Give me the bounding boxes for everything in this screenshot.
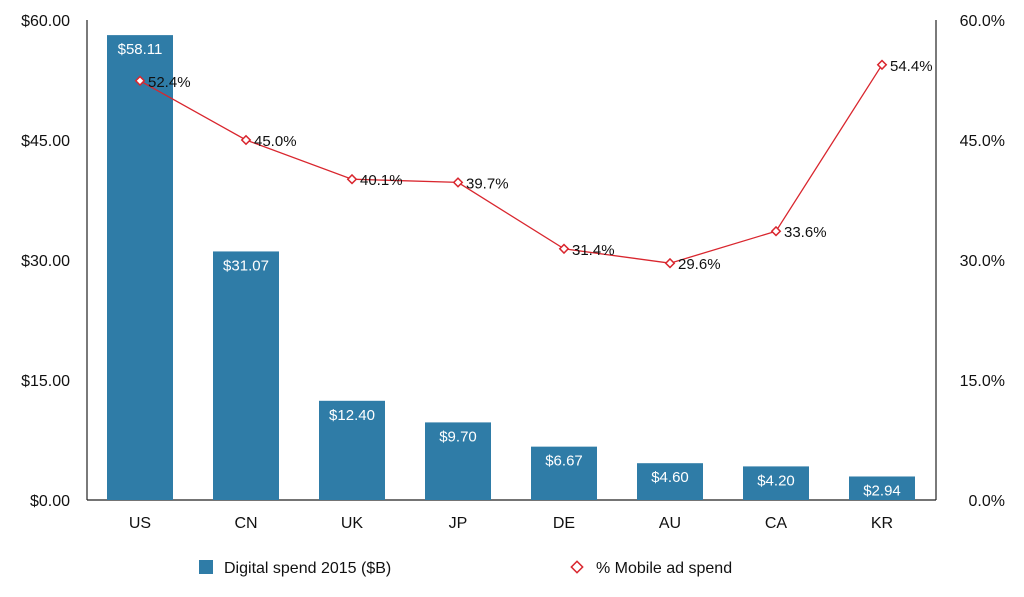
bar [213, 251, 279, 500]
x-tick-label: UK [341, 515, 364, 532]
x-tick-label: KR [871, 515, 893, 532]
line-point-marker [240, 134, 252, 146]
legend-line-marker [570, 560, 584, 574]
line-point-marker [452, 177, 464, 188]
bar [637, 463, 703, 500]
line-point-marker [770, 225, 782, 237]
left-tick-label: $15.00 [21, 373, 70, 390]
bar-value-label: $4.60 [651, 469, 689, 486]
line-point-marker [876, 59, 888, 71]
line-value-label: 29.6% [678, 256, 721, 273]
bar-value-label: $9.70 [439, 428, 477, 445]
line-value-label: 52.4% [148, 74, 191, 91]
x-tick-label: DE [553, 515, 575, 532]
legend-bar-label: Digital spend 2015 ($B) [224, 560, 391, 577]
left-tick-label: $0.00 [30, 493, 70, 510]
line-value-label: 40.1% [360, 172, 403, 189]
line-value-label: 45.0% [254, 133, 297, 150]
line-value-label: 39.7% [466, 175, 509, 192]
bar [425, 422, 491, 500]
bar-value-label: $4.20 [757, 472, 795, 489]
line-value-label: 31.4% [572, 242, 615, 259]
x-tick-label: JP [449, 515, 468, 532]
bar [849, 476, 915, 500]
left-tick-label: $30.00 [21, 253, 70, 270]
bar-value-label: $12.40 [329, 407, 375, 424]
legend-line-label: % Mobile ad spend [596, 560, 732, 577]
bar-value-label: $58.11 [118, 41, 163, 58]
line-point-marker [346, 173, 358, 185]
x-tick-label: CA [765, 515, 788, 532]
left-tick-label: $45.00 [21, 133, 70, 150]
x-tick-label: CN [234, 515, 257, 532]
line-point-marker [664, 257, 676, 269]
line-value-label: 54.4% [890, 58, 933, 75]
line-value-label: 33.6% [784, 224, 827, 241]
legend: Digital spend 2015 ($B) % Mobile ad spen… [199, 560, 732, 577]
right-tick-label: 0.0% [969, 493, 1005, 510]
right-tick-label: 60.0% [960, 13, 1005, 30]
x-tick-label: US [129, 515, 151, 532]
bar [743, 466, 809, 500]
bar-value-label: $2.94 [863, 482, 901, 499]
legend-bar-swatch [199, 560, 213, 574]
x-tick-label: AU [659, 515, 681, 532]
left-tick-label: $60.00 [21, 13, 70, 30]
bar [107, 35, 173, 501]
right-tick-label: 30.0% [960, 253, 1005, 270]
series-line [139, 64, 883, 264]
line-point-marker [134, 75, 146, 87]
right-tick-label: 15.0% [960, 373, 1005, 390]
line-point-marker [558, 243, 570, 255]
bar [531, 446, 597, 500]
right-tick-label: 45.0% [960, 133, 1005, 150]
bar [319, 400, 385, 500]
bar-value-label: $31.07 [223, 257, 269, 274]
bar-value-label: $6.67 [545, 453, 583, 470]
